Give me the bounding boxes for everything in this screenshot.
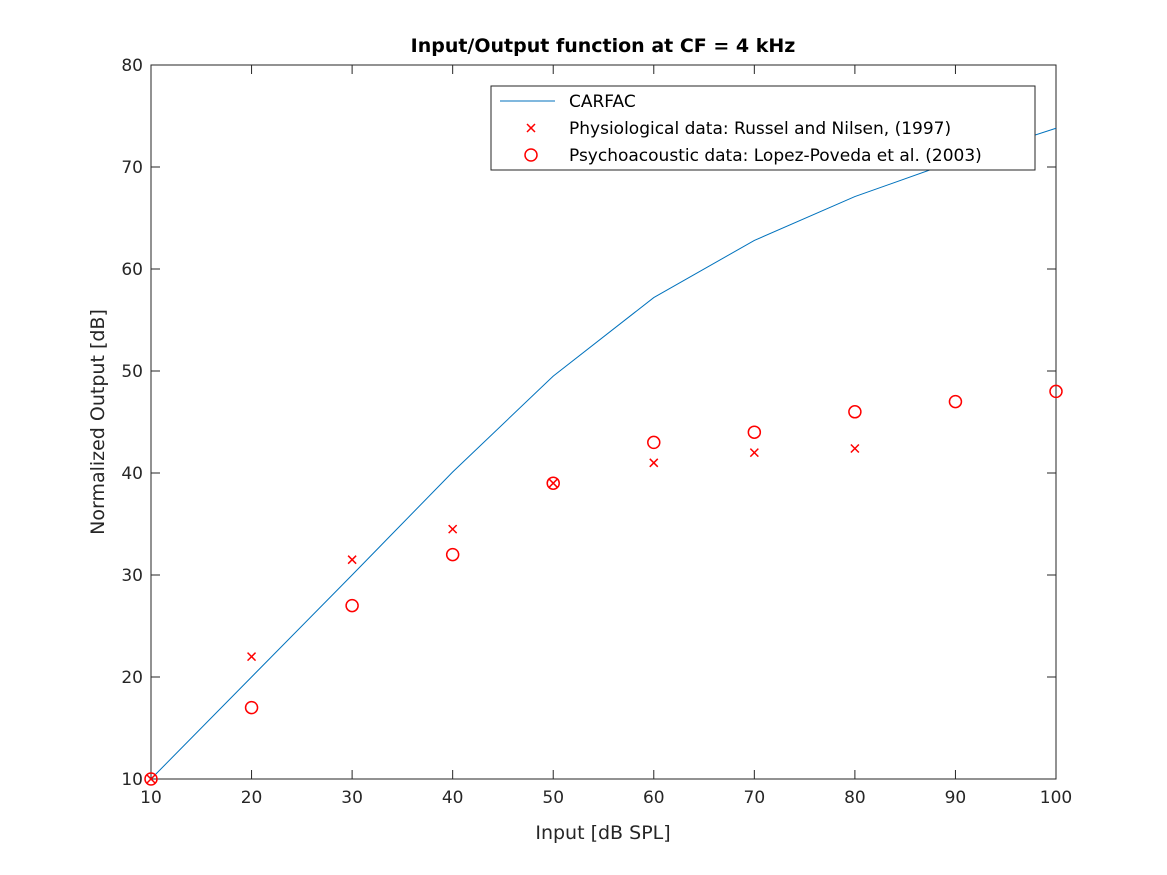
y-tick-label: 70 (121, 158, 143, 178)
marker-x-physiological (347, 555, 357, 565)
marker-x-physiological (146, 774, 156, 784)
marker-o-psychoacoustic (445, 547, 460, 562)
x-tick-label: 60 (643, 788, 665, 808)
legend-x-icon (526, 123, 536, 133)
x-tick-label: 80 (844, 788, 866, 808)
marker-x-physiological (448, 524, 458, 534)
marker-x-physiological (850, 443, 860, 454)
legend-label: Physiological data: Russel and Nilsen, (… (569, 119, 951, 139)
marker-o-psychoacoustic (1049, 384, 1063, 399)
marker-stroke (247, 652, 257, 662)
marker-x-physiological (548, 478, 558, 488)
marker-o-psychoacoustic (747, 425, 762, 439)
y-tick-label: 80 (121, 56, 143, 76)
y-tick-label: 30 (121, 566, 143, 586)
x-tick-label: 50 (542, 788, 564, 808)
marker-stroke (749, 448, 759, 458)
marker-stroke (347, 555, 357, 565)
y-tick-label: 50 (121, 362, 143, 382)
x-tick-label: 90 (945, 788, 967, 808)
legend-label: CARFAC (569, 92, 636, 112)
marker-o-psychoacoustic (546, 476, 560, 490)
series-line-carfac (150, 127, 1057, 780)
legend-o-icon (524, 148, 538, 162)
x-tick-label: 100 (1040, 788, 1072, 808)
x-axis-label: Input [dB SPL] (535, 822, 670, 844)
marker-o-psychoacoustic (244, 700, 259, 715)
y-tick-label: 40 (121, 464, 143, 484)
x-tick-label: 20 (241, 788, 263, 808)
y-tick-label: 10 (121, 770, 143, 790)
plot-area (150, 64, 1057, 780)
marker-stroke (850, 443, 860, 454)
marker-o-psychoacoustic (647, 435, 661, 450)
marker-x-physiological (649, 458, 659, 468)
y-tick-label: 60 (121, 260, 143, 280)
chart-title: Input/Output function at CF = 4 kHz (411, 35, 796, 57)
marker-x-physiological (247, 652, 257, 662)
marker-o-psychoacoustic (345, 598, 359, 613)
legend-box (490, 85, 1036, 171)
marker-x-physiological (749, 448, 759, 458)
marker-stroke (448, 524, 458, 534)
legend: CARFAC Physiological data: Russel and Nil… (490, 85, 1036, 171)
marker-o-psychoacoustic (144, 772, 158, 786)
marker-stroke (548, 478, 558, 488)
marker-o-psychoacoustic (848, 405, 862, 419)
legend-label: Psychoacoustic data: Lopez-Poveda et al.… (569, 146, 982, 166)
marker-stroke (146, 774, 156, 784)
y-axis-label: Normalized Output [dB] (87, 309, 109, 535)
x-tick-label: 30 (341, 788, 363, 808)
x-tick-label: 70 (744, 788, 766, 808)
y-tick-label: 20 (121, 668, 143, 688)
plot-content (144, 127, 1063, 786)
x-tick-label: 10 (140, 788, 162, 808)
marker-stroke (649, 458, 659, 468)
x-tick-label: 40 (442, 788, 464, 808)
marker-o-psychoacoustic (948, 394, 963, 409)
